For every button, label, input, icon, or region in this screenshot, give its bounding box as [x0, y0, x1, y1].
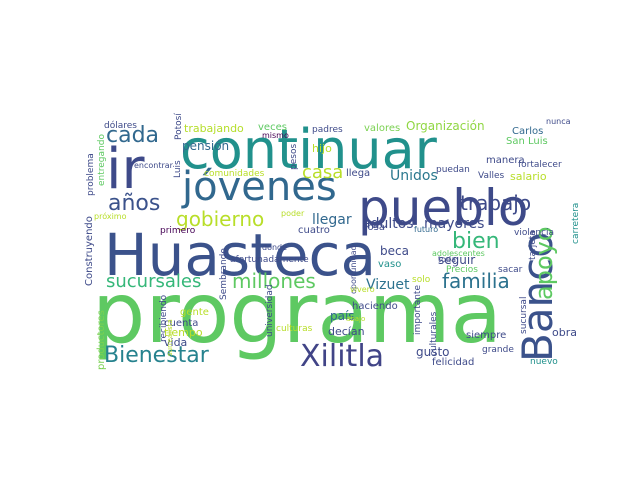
- word-surrealista: surrealista: [166, 319, 174, 356]
- word-problema: problema: [86, 153, 96, 196]
- word-ir: ir: [106, 137, 146, 202]
- word-precios: Precios: [446, 265, 478, 275]
- word-productores: productores: [96, 310, 107, 370]
- word-mismo: mismo: [262, 131, 289, 140]
- word-universidad: universidad: [265, 284, 275, 337]
- word-valores: valores: [364, 123, 400, 134]
- word-importante: importante: [413, 285, 423, 335]
- word-pesos: pesos: [289, 144, 299, 170]
- word-sacar: sacar: [498, 265, 523, 275]
- word-gusto: gusto: [416, 345, 450, 359]
- word-poder: poder: [281, 209, 305, 218]
- word-comunidades: comunidades: [204, 169, 265, 179]
- word-veces: veces: [258, 122, 287, 133]
- word-pueblo: pueblo: [358, 179, 528, 237]
- word-valles: Valles: [478, 171, 505, 181]
- word-culturas: culturas: [276, 324, 313, 334]
- word-carretera: carretera: [571, 203, 581, 244]
- word-trabajo: trabajo: [460, 191, 531, 215]
- word-cada: cada: [106, 123, 159, 148]
- word-construyendo: Construyendo: [84, 216, 95, 286]
- word-próximo: próximo: [94, 211, 127, 221]
- word-llegar: llegar: [312, 212, 352, 228]
- word-encontrar: encontrar: [134, 161, 174, 170]
- word-luis: Luis: [173, 160, 183, 178]
- word-casa: casa: [302, 162, 343, 183]
- word-programa: programa: [92, 264, 502, 362]
- word-llega: llega: [346, 168, 370, 179]
- word-donde: donde: [262, 243, 287, 252]
- word-futuro: futuro: [414, 225, 438, 234]
- word-mayores: mayores: [424, 216, 484, 232]
- word-primero: primero: [160, 226, 196, 236]
- word-afortunadamente: afortunadamente: [230, 255, 309, 265]
- word-gobierno: gobierno: [176, 207, 264, 231]
- word-cuatro: cuatro: [298, 225, 330, 236]
- word-haciendo: haciendo: [352, 301, 398, 312]
- word-organización: Organización: [406, 119, 485, 133]
- word-vizuet: Vizuet: [366, 277, 410, 293]
- word-vivero: vivero: [350, 285, 375, 294]
- word-salario: salario: [510, 170, 547, 183]
- word-culturales: culturales: [429, 311, 439, 356]
- word-continuar: continuar: [180, 118, 438, 181]
- word-vida: vida: [164, 336, 187, 349]
- word-cuenta: cuenta: [164, 318, 198, 329]
- word-seguir: seguir: [438, 253, 475, 267]
- word-hijo: hijo: [312, 142, 332, 155]
- word-grande: grande: [482, 345, 514, 355]
- word-obra: obra: [552, 326, 577, 339]
- word-manera: manera: [486, 155, 525, 166]
- word-gente: gente: [180, 307, 209, 318]
- word-recibiendo: recibiendo: [159, 294, 169, 342]
- word-felicidad: felicidad: [432, 357, 474, 368]
- word-nuevo: nuevo: [530, 357, 558, 367]
- word-años: años: [108, 191, 160, 216]
- word-millones: millones: [232, 269, 316, 293]
- word-tarjeta: tarjeta: [528, 230, 538, 260]
- word-apoyo: apoyo: [530, 226, 558, 300]
- word-tiempo: tiempo: [164, 326, 203, 339]
- word-trabajando: trabajando: [184, 122, 244, 135]
- word-beca: beca: [380, 244, 409, 258]
- word-adolescentes: adolescentes: [432, 249, 485, 258]
- word-adultos: adultos: [362, 216, 414, 232]
- word-país: país: [330, 309, 355, 323]
- word-padres: padres: [312, 125, 343, 135]
- word-sucursal: sucursal: [519, 297, 529, 334]
- word-toda: toda: [438, 255, 456, 264]
- word-sucursales: sucursales: [106, 271, 201, 292]
- word-banco: Banco: [513, 232, 562, 362]
- word-nunca: nunca: [546, 117, 571, 126]
- word-xilitla: Xilitla: [300, 339, 384, 374]
- word-cosa: cosa: [362, 222, 385, 233]
- word-jóvenes: jóvenes: [181, 164, 337, 210]
- word-bienestar: Bienestar: [104, 343, 210, 368]
- word-siempre: siempre: [466, 330, 506, 341]
- word-carlos: Carlos: [512, 126, 543, 137]
- word-potosí: Potosí: [174, 113, 184, 140]
- word-decían: decían: [328, 325, 365, 338]
- word-familia: familia: [442, 269, 510, 293]
- word-san-luis: San Luis: [506, 136, 548, 147]
- word-entregando: entregando: [97, 134, 107, 186]
- word-vaso: vaso: [378, 259, 401, 270]
- word-solo: solo: [412, 275, 431, 285]
- word-unidos: Unidos: [390, 168, 438, 184]
- word-abajo: abajo: [346, 315, 365, 323]
- word-dólares: dólares: [104, 120, 137, 131]
- word-oportunidad: oportunidad: [349, 245, 358, 294]
- word-bien: bien: [452, 229, 500, 254]
- word-fortalecer: fortalecer: [518, 160, 562, 170]
- word-violencia: violencia: [514, 228, 554, 238]
- word-pensión: pensión: [182, 139, 229, 153]
- word-puedan: puedan: [436, 165, 470, 175]
- word-sembrando: Sembrando: [219, 248, 229, 300]
- word-huasteca: Huasteca: [104, 221, 376, 289]
